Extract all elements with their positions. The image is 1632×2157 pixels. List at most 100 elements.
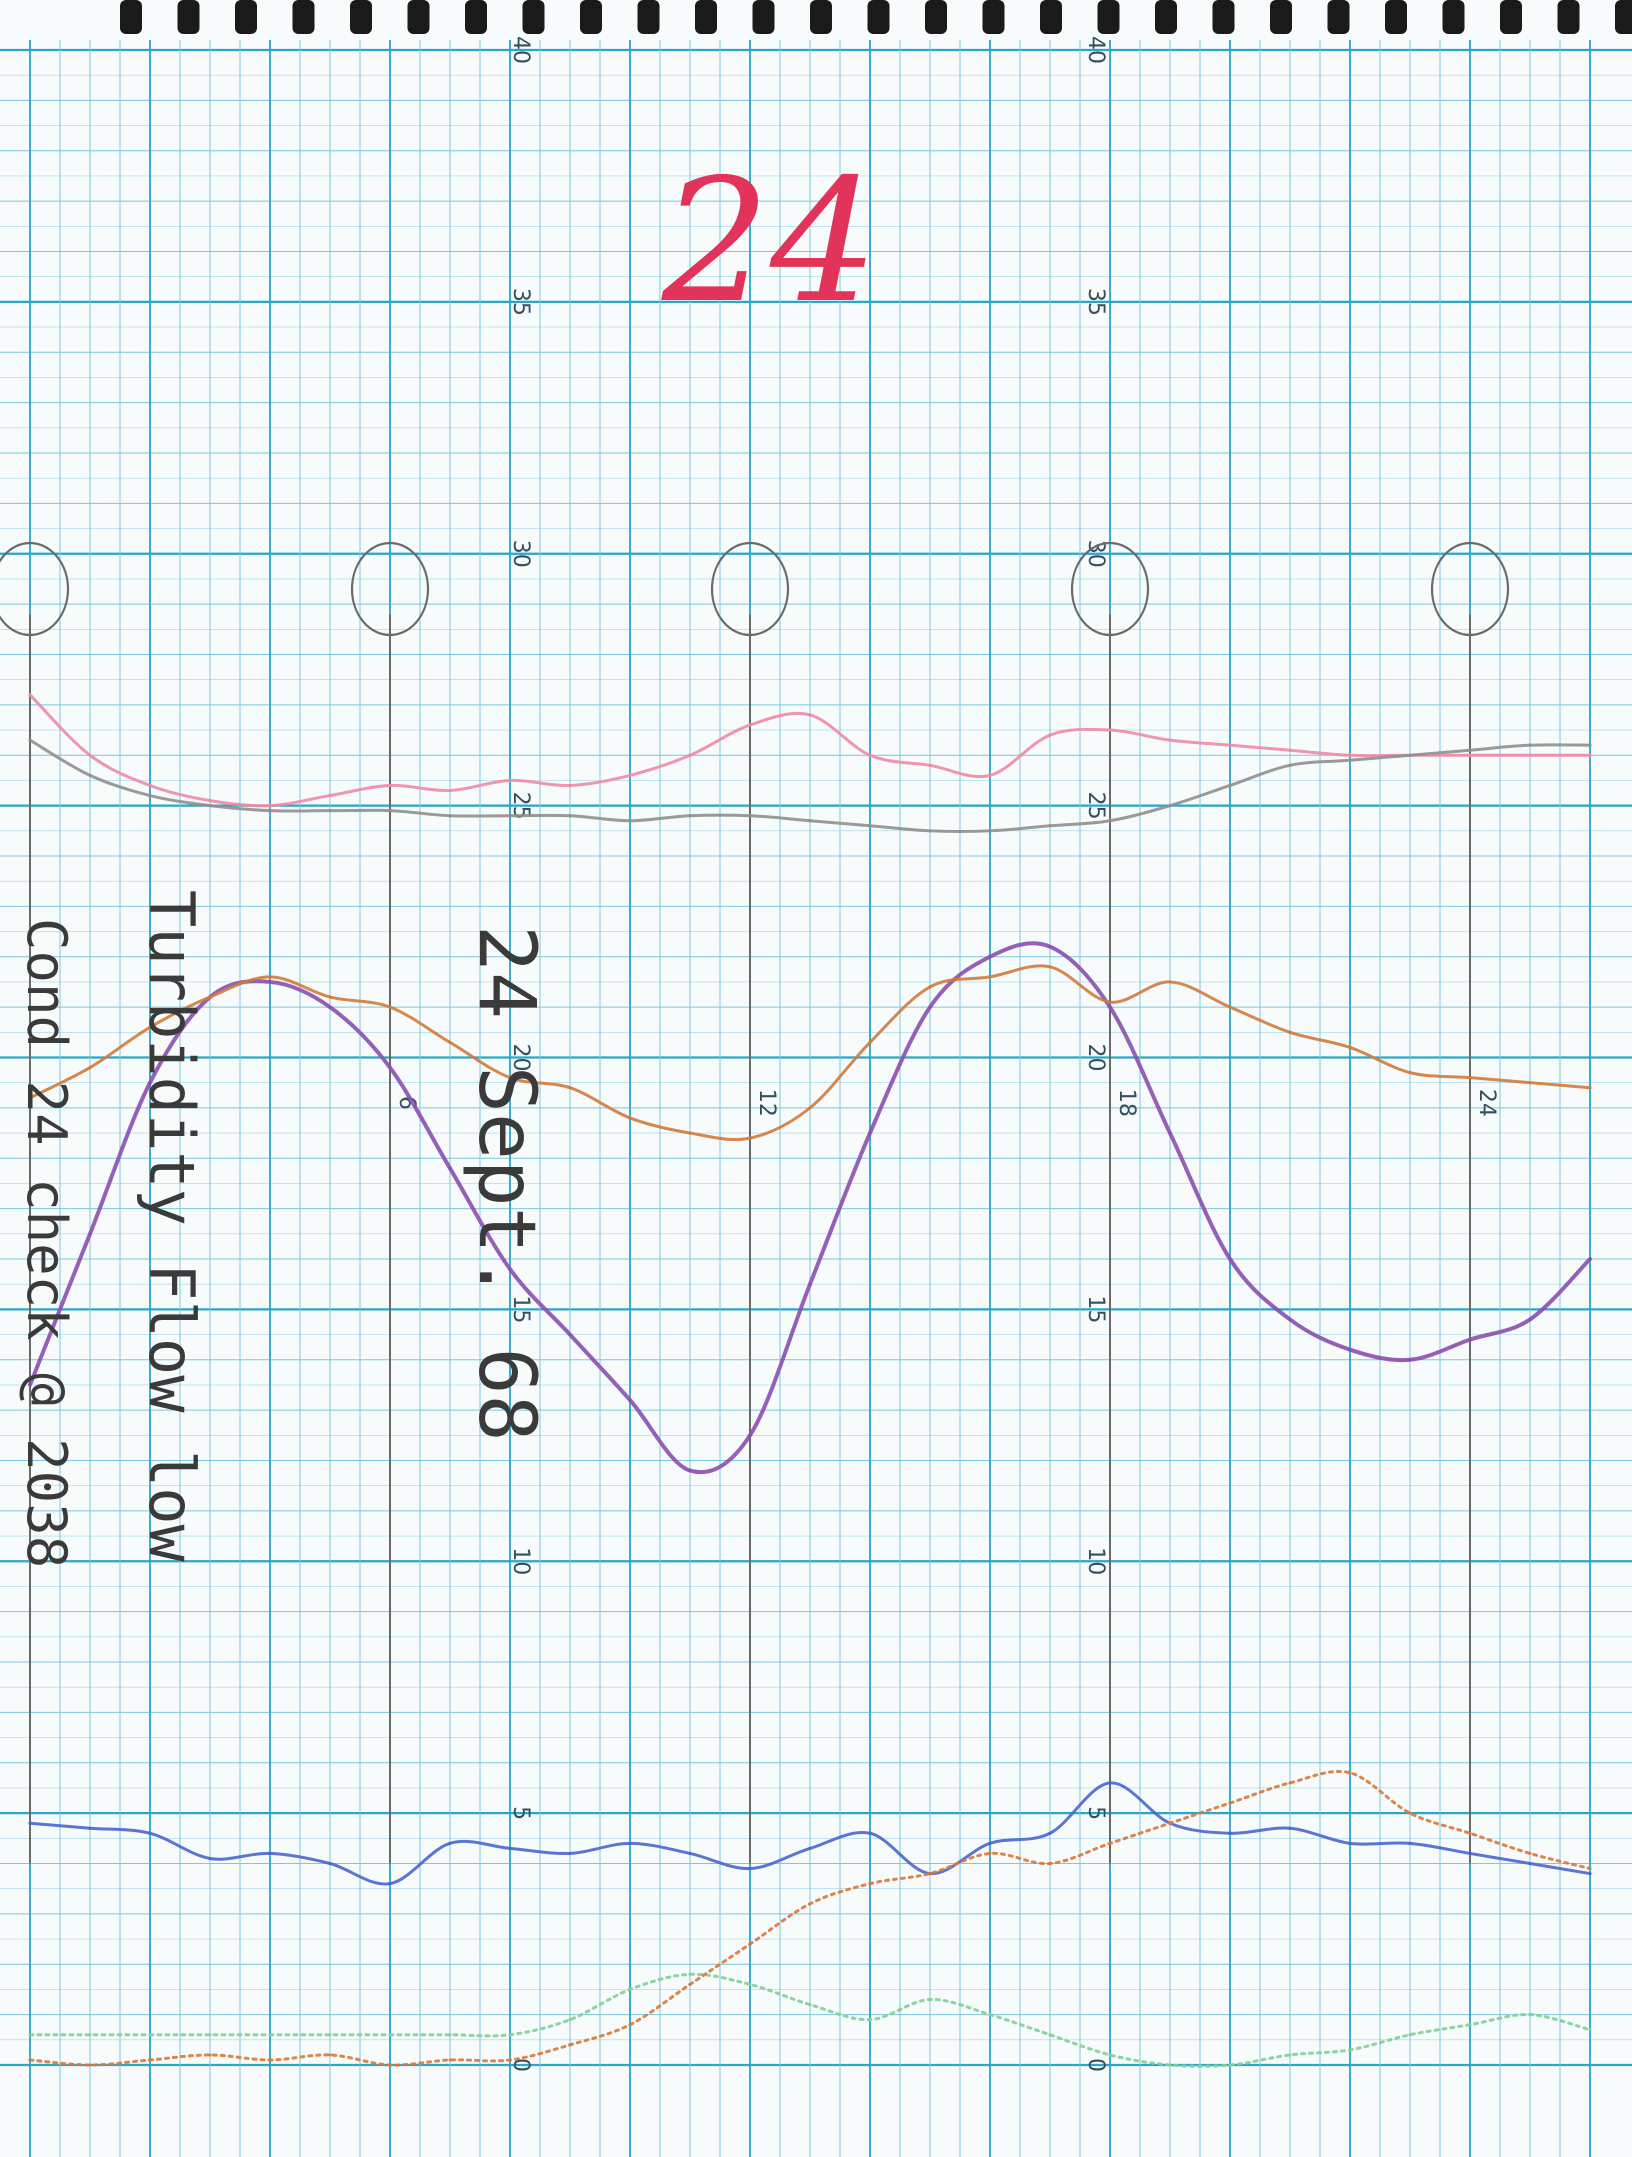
binding-hole	[637, 0, 660, 34]
y-tick-label: 40	[1083, 36, 1108, 64]
y-tick-label: 5	[1083, 1806, 1108, 1820]
series-point	[808, 2002, 812, 2007]
data-series	[28, 693, 1592, 2068]
series-point	[28, 693, 32, 697]
series-point	[1288, 1826, 1292, 1830]
hour-label: 18	[1114, 1089, 1139, 1117]
series-point	[988, 975, 992, 979]
hour-labels: 6 12 18 24	[394, 1089, 1499, 1117]
series-point	[1048, 2033, 1052, 2037]
series-point	[748, 723, 752, 727]
series-point	[148, 783, 152, 788]
series-point	[328, 1861, 332, 1866]
series-point	[328, 809, 332, 813]
series-point	[388, 1065, 392, 1070]
series-point	[688, 814, 692, 818]
series-point	[688, 1982, 692, 1986]
series-point	[1108, 1841, 1112, 1845]
series-point	[1468, 1851, 1472, 1856]
series-point	[1348, 2048, 1352, 2052]
series-point	[628, 819, 632, 823]
series-point	[1048, 945, 1052, 949]
series-point	[208, 1856, 212, 1861]
series-point	[748, 1942, 752, 1946]
series-point	[1348, 758, 1352, 762]
series-point	[1168, 1131, 1172, 1135]
circled-mark	[350, 541, 430, 637]
y-tick-label: 35	[508, 288, 533, 316]
series-point	[1528, 753, 1532, 757]
series-point	[1528, 2013, 1532, 2017]
y-tick-label: 20	[508, 1044, 533, 1072]
binding-hole	[867, 0, 890, 34]
series-point	[748, 1982, 752, 1986]
y-tick-label: 0	[508, 2058, 533, 2072]
series-point	[1588, 1257, 1592, 1261]
series-point	[1528, 1081, 1532, 1085]
series-point	[28, 738, 32, 742]
y-tick-label: 30	[508, 540, 533, 568]
series-point	[1288, 763, 1292, 767]
series-point	[808, 819, 812, 823]
series-point	[1348, 1348, 1352, 1352]
series-point	[1228, 743, 1232, 747]
series-point	[1108, 1000, 1112, 1004]
series-point	[628, 1116, 632, 1120]
binding-hole	[292, 0, 315, 34]
series-point	[448, 2058, 452, 2062]
series-point	[208, 2033, 212, 2037]
series-point	[1348, 1841, 1352, 1845]
series-point	[508, 1267, 512, 1271]
series-point	[448, 788, 452, 793]
series-point	[1048, 733, 1052, 737]
series-line	[28, 1781, 1592, 1886]
series-point	[1288, 1317, 1292, 1322]
binding-hole	[752, 0, 775, 34]
binding-hole	[1557, 0, 1580, 34]
y-tick-label: 40	[508, 36, 533, 64]
series-point	[868, 1131, 872, 1135]
series-point	[1528, 743, 1532, 747]
series-point	[1468, 1338, 1472, 1342]
series-point	[268, 2058, 272, 2062]
series-point	[1168, 738, 1172, 742]
y-tick-label: 15	[508, 1295, 533, 1323]
series-point	[148, 793, 152, 798]
series-point	[1288, 2053, 1292, 2057]
series-point	[1228, 1005, 1232, 1009]
series-point	[748, 1866, 752, 1871]
series-point	[1228, 1831, 1232, 1835]
series-point	[1108, 1781, 1112, 1785]
series-point	[148, 2058, 152, 2062]
series-point	[688, 1468, 692, 1473]
series-point	[1408, 1841, 1412, 1845]
series-point	[208, 804, 212, 808]
series-point	[388, 809, 392, 813]
series-point	[1408, 1071, 1412, 1075]
binding-hole	[177, 0, 200, 34]
y-tick-label: 10	[1083, 1547, 1108, 1575]
series-point	[1408, 1358, 1412, 1362]
binding-hole	[1442, 0, 1465, 34]
series-point	[1108, 2053, 1112, 2057]
series-point	[688, 753, 692, 757]
binding-hole	[1385, 0, 1407, 34]
turbidity-annotation: Turbidity Flow low	[135, 890, 208, 1563]
series-point	[148, 1831, 152, 1835]
series-point	[1288, 1781, 1292, 1785]
series-point	[28, 2058, 32, 2062]
series-point	[88, 753, 92, 757]
series-point	[268, 980, 272, 984]
series-point	[808, 1902, 812, 1906]
series-point	[328, 995, 332, 999]
series-point	[748, 1136, 752, 1140]
series-point	[868, 824, 872, 828]
series-point	[328, 2053, 332, 2057]
series-point	[148, 1081, 152, 1085]
series-point	[628, 1841, 632, 1845]
series-point	[208, 995, 212, 999]
